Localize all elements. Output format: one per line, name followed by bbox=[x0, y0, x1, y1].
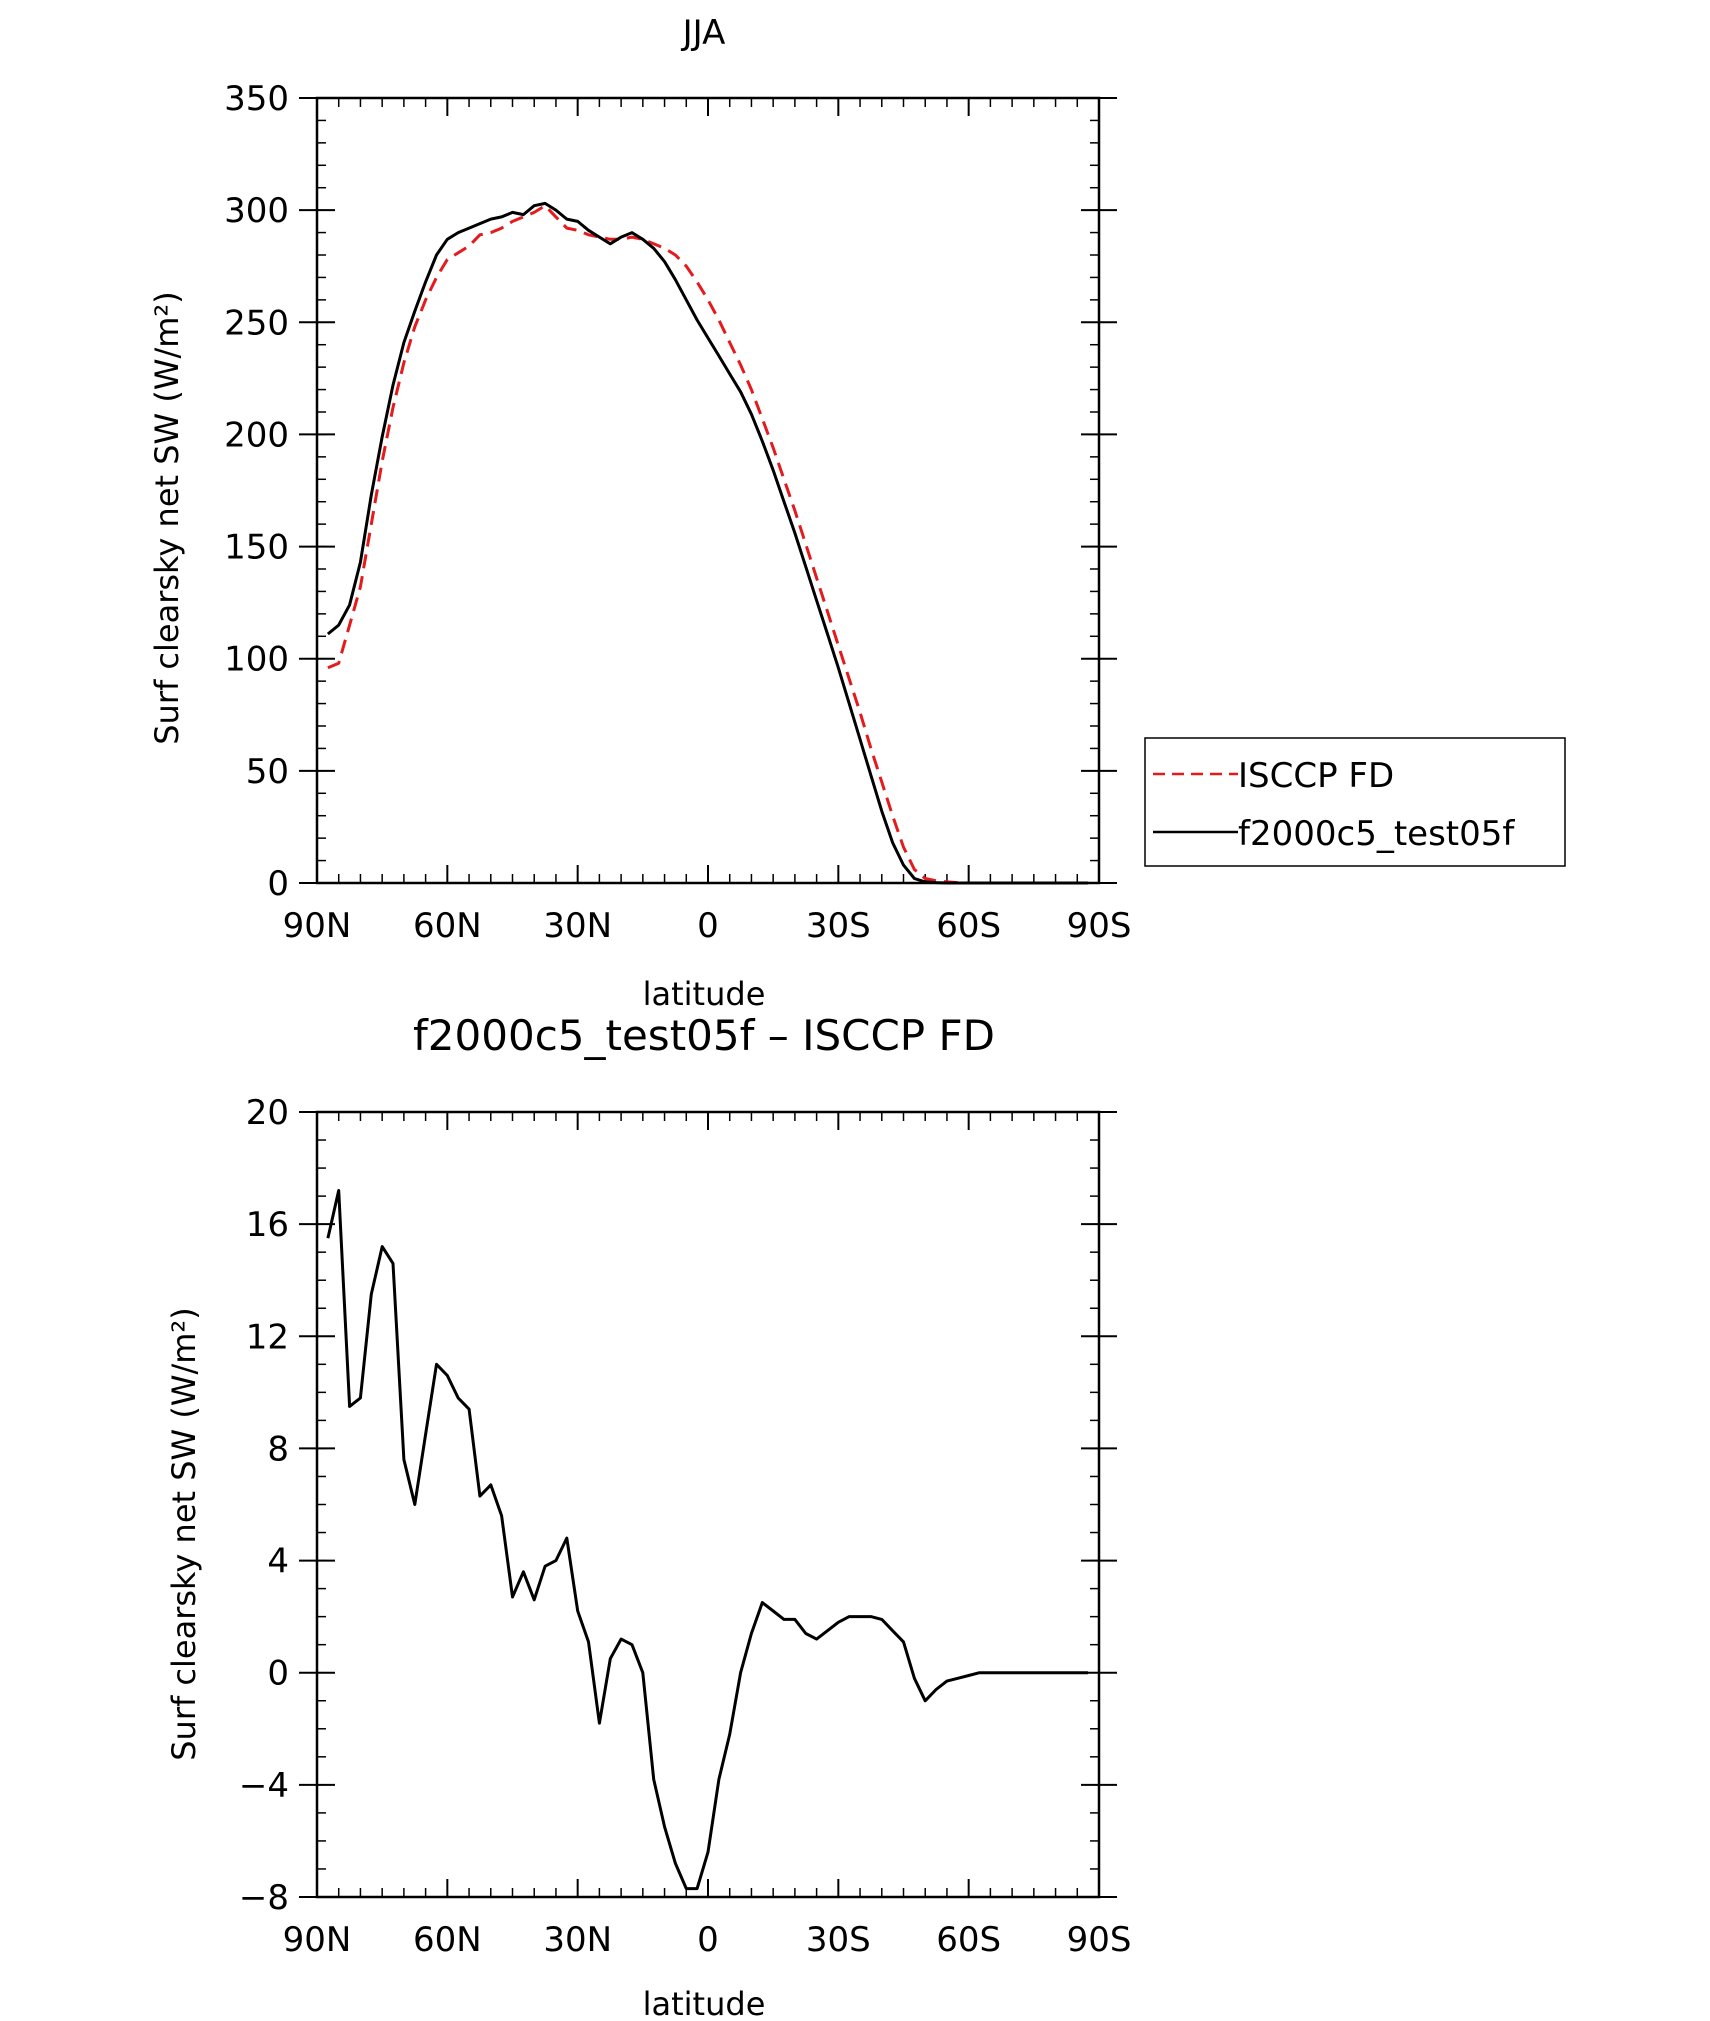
bottom-y-tick-label: 16 bbox=[246, 1205, 289, 1245]
top-plot-frame bbox=[315, 96, 1101, 885]
bottom-axes: 90N 60N 30N 0 30S 60S 90S −8 −4 0 4 8 12 16 20 bbox=[239, 1093, 1132, 1960]
top-x-tick-label: 30N bbox=[543, 906, 612, 946]
top-legend: ISCCP FD f2000c5_test05f bbox=[1144, 737, 1566, 867]
bottom-x-axis-label: latitude bbox=[643, 1985, 766, 2021]
top-series-line-1 bbox=[326, 201, 1089, 885]
bottom-y-tick-label: 4 bbox=[267, 1542, 289, 1582]
bottom-x-tick-label: 90N bbox=[283, 1920, 352, 1960]
top-y-tick-label: 100 bbox=[224, 640, 289, 680]
bottom-x-tick-label: 0 bbox=[697, 1920, 719, 1960]
bottom-chart-title: f2000c5_test05f – ISCCP FD bbox=[413, 1011, 995, 1060]
bottom-y-tick-label: 12 bbox=[246, 1317, 289, 1357]
bottom-panel: f2000c5_test05f – ISCCP FD 90N 60N 30N 0 30S… bbox=[165, 1011, 1131, 2021]
bottom-x-tick-label: 90S bbox=[1067, 1920, 1132, 1960]
top-y-tick-label: 150 bbox=[224, 528, 289, 568]
bottom-x-tick-label: 60N bbox=[413, 1920, 482, 1960]
legend-label-model: f2000c5_test05f bbox=[1238, 814, 1515, 854]
top-x-tick-label: 0 bbox=[697, 906, 719, 946]
bottom-y-tick-label: 20 bbox=[246, 1093, 289, 1133]
top-y-tick-label: 250 bbox=[224, 303, 289, 343]
bottom-y-axis-label: Surf clearsky net SW (W/m²) bbox=[165, 1307, 203, 1761]
legend-box bbox=[1144, 737, 1566, 867]
top-y-tick-label: 350 bbox=[224, 79, 289, 119]
bottom-x-tick-label: 60S bbox=[936, 1920, 1001, 1960]
bottom-plot-frame bbox=[315, 1110, 1101, 1899]
bottom-series-line-0 bbox=[326, 1189, 1089, 1891]
top-y-tick-label: 200 bbox=[224, 415, 289, 455]
bottom-y-tick-label: 8 bbox=[267, 1429, 289, 1469]
top-x-tick-label: 90N bbox=[283, 906, 352, 946]
bottom-x-tick-label: 30S bbox=[806, 1920, 871, 1960]
top-x-tick-label: 60S bbox=[936, 906, 1001, 946]
top-panel: JJA 90N 60N 30N 0 30S 60S 90S 0 50 100 150 200 250 30… bbox=[148, 13, 1566, 1013]
top-x-axis-label: latitude bbox=[643, 975, 766, 1013]
bottom-y-tick-label: −4 bbox=[239, 1766, 289, 1806]
top-x-tick-label: 60N bbox=[413, 906, 482, 946]
bottom-x-tick-label: 30N bbox=[543, 1920, 612, 1960]
top-series-line-0 bbox=[327, 204, 1089, 885]
top-y-tick-label: 50 bbox=[246, 752, 289, 792]
top-axes: 90N 60N 30N 0 30S 60S 90S 0 50 100 150 200 250 300 350 bbox=[224, 79, 1131, 946]
top-y-tick-label: 300 bbox=[224, 191, 289, 231]
top-x-tick-label: 30S bbox=[806, 906, 871, 946]
top-chart-title: JJA bbox=[681, 13, 726, 53]
bottom-y-tick-label: −8 bbox=[239, 1878, 289, 1918]
bottom-series-group bbox=[326, 1189, 1089, 1891]
top-y-axis-label: Surf clearsky net SW (W/m²) bbox=[148, 291, 186, 745]
top-series-group bbox=[326, 201, 1089, 885]
top-y-tick-label: 0 bbox=[267, 864, 289, 904]
top-x-tick-label: 90S bbox=[1067, 906, 1132, 946]
bottom-y-tick-label: 0 bbox=[267, 1654, 289, 1694]
legend-label-isccp: ISCCP FD bbox=[1238, 756, 1394, 796]
